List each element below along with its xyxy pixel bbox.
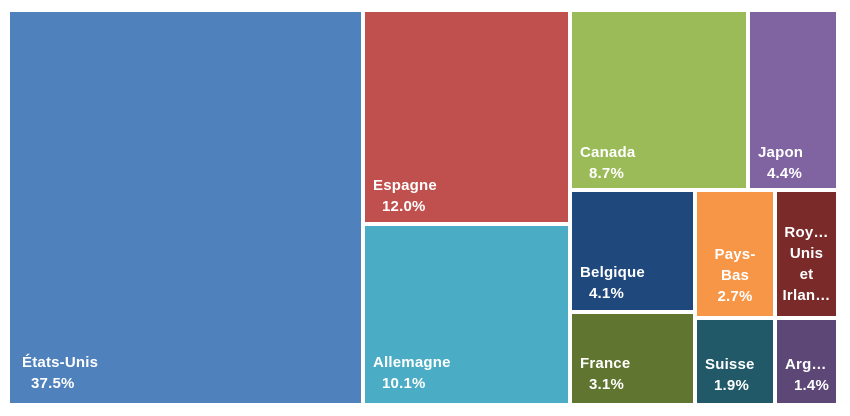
treemap-label: Roy… Unis et Irlan… bbox=[777, 222, 836, 306]
treemap-label-name: Belgique bbox=[580, 264, 645, 281]
treemap-label-value: 1.9% bbox=[714, 377, 749, 394]
treemap-label-value: 37.5% bbox=[31, 375, 75, 392]
treemap-label-name: Allemagne bbox=[373, 354, 451, 371]
treemap-label-value: 4.1% bbox=[589, 285, 624, 302]
treemap-label-name: États-Unis bbox=[22, 354, 99, 371]
treemap-label-name: Pays- Bas bbox=[714, 246, 756, 284]
treemap-tile-allemagne: Allemagne 10.1% bbox=[363, 224, 570, 405]
treemap-label-name: Canada bbox=[580, 144, 636, 161]
treemap-tile-pays-bas: Pays- Bas 2.7% bbox=[695, 190, 775, 318]
treemap-label-value: 1.4% bbox=[794, 377, 829, 394]
treemap-label-name: Japon bbox=[758, 144, 804, 161]
treemap-label-value: 4.4% bbox=[767, 165, 802, 182]
treemap-label: Espagne 12.0% bbox=[373, 175, 437, 217]
treemap-label: France 3.1% bbox=[580, 353, 630, 395]
treemap-tile-espagne: Espagne 12.0% bbox=[363, 10, 570, 224]
treemap-label-name: Espagne bbox=[373, 177, 437, 194]
treemap-label-value: 2.7% bbox=[717, 288, 753, 305]
treemap-label-value: 3.1% bbox=[589, 376, 624, 393]
treemap-label-value: 10.1% bbox=[382, 375, 426, 392]
treemap-label-value: 12.0% bbox=[382, 198, 426, 215]
treemap-label: Japon 4.4% bbox=[758, 142, 803, 184]
treemap-tile-suisse: Suisse 1.9% bbox=[695, 318, 775, 405]
treemap-tile-arg: Arg… 1.4% bbox=[775, 318, 838, 405]
treemap-tile-belgique: Belgique 4.1% bbox=[570, 190, 695, 312]
treemap-tile-roy-unis-et-irlan: Roy… Unis et Irlan… bbox=[775, 190, 838, 318]
treemap-label-name: Suisse bbox=[705, 356, 755, 373]
treemap-label: Suisse 1.9% bbox=[705, 354, 755, 396]
treemap-tile-japon: Japon 4.4% bbox=[748, 10, 838, 190]
treemap-label: Pays- Bas 2.7% bbox=[697, 244, 773, 307]
treemap-tile-états-unis: États-Unis 37.5% bbox=[8, 10, 363, 405]
treemap-tile-canada: Canada 8.7% bbox=[570, 10, 748, 190]
treemap-label-name: Arg… bbox=[785, 356, 827, 373]
treemap-label-name: France bbox=[580, 355, 631, 372]
treemap-tile-france: France 3.1% bbox=[570, 312, 695, 405]
treemap-label: Arg… 1.4% bbox=[785, 354, 829, 396]
treemap-label-name: Roy… Unis et Irlan… bbox=[782, 224, 831, 304]
treemap-label: États-Unis 37.5% bbox=[22, 352, 98, 394]
treemap-label: Allemagne 10.1% bbox=[373, 352, 451, 394]
treemap-label-value: 8.7% bbox=[589, 165, 624, 182]
treemap-label: Belgique 4.1% bbox=[580, 262, 645, 304]
treemap-label: Canada 8.7% bbox=[580, 142, 635, 184]
